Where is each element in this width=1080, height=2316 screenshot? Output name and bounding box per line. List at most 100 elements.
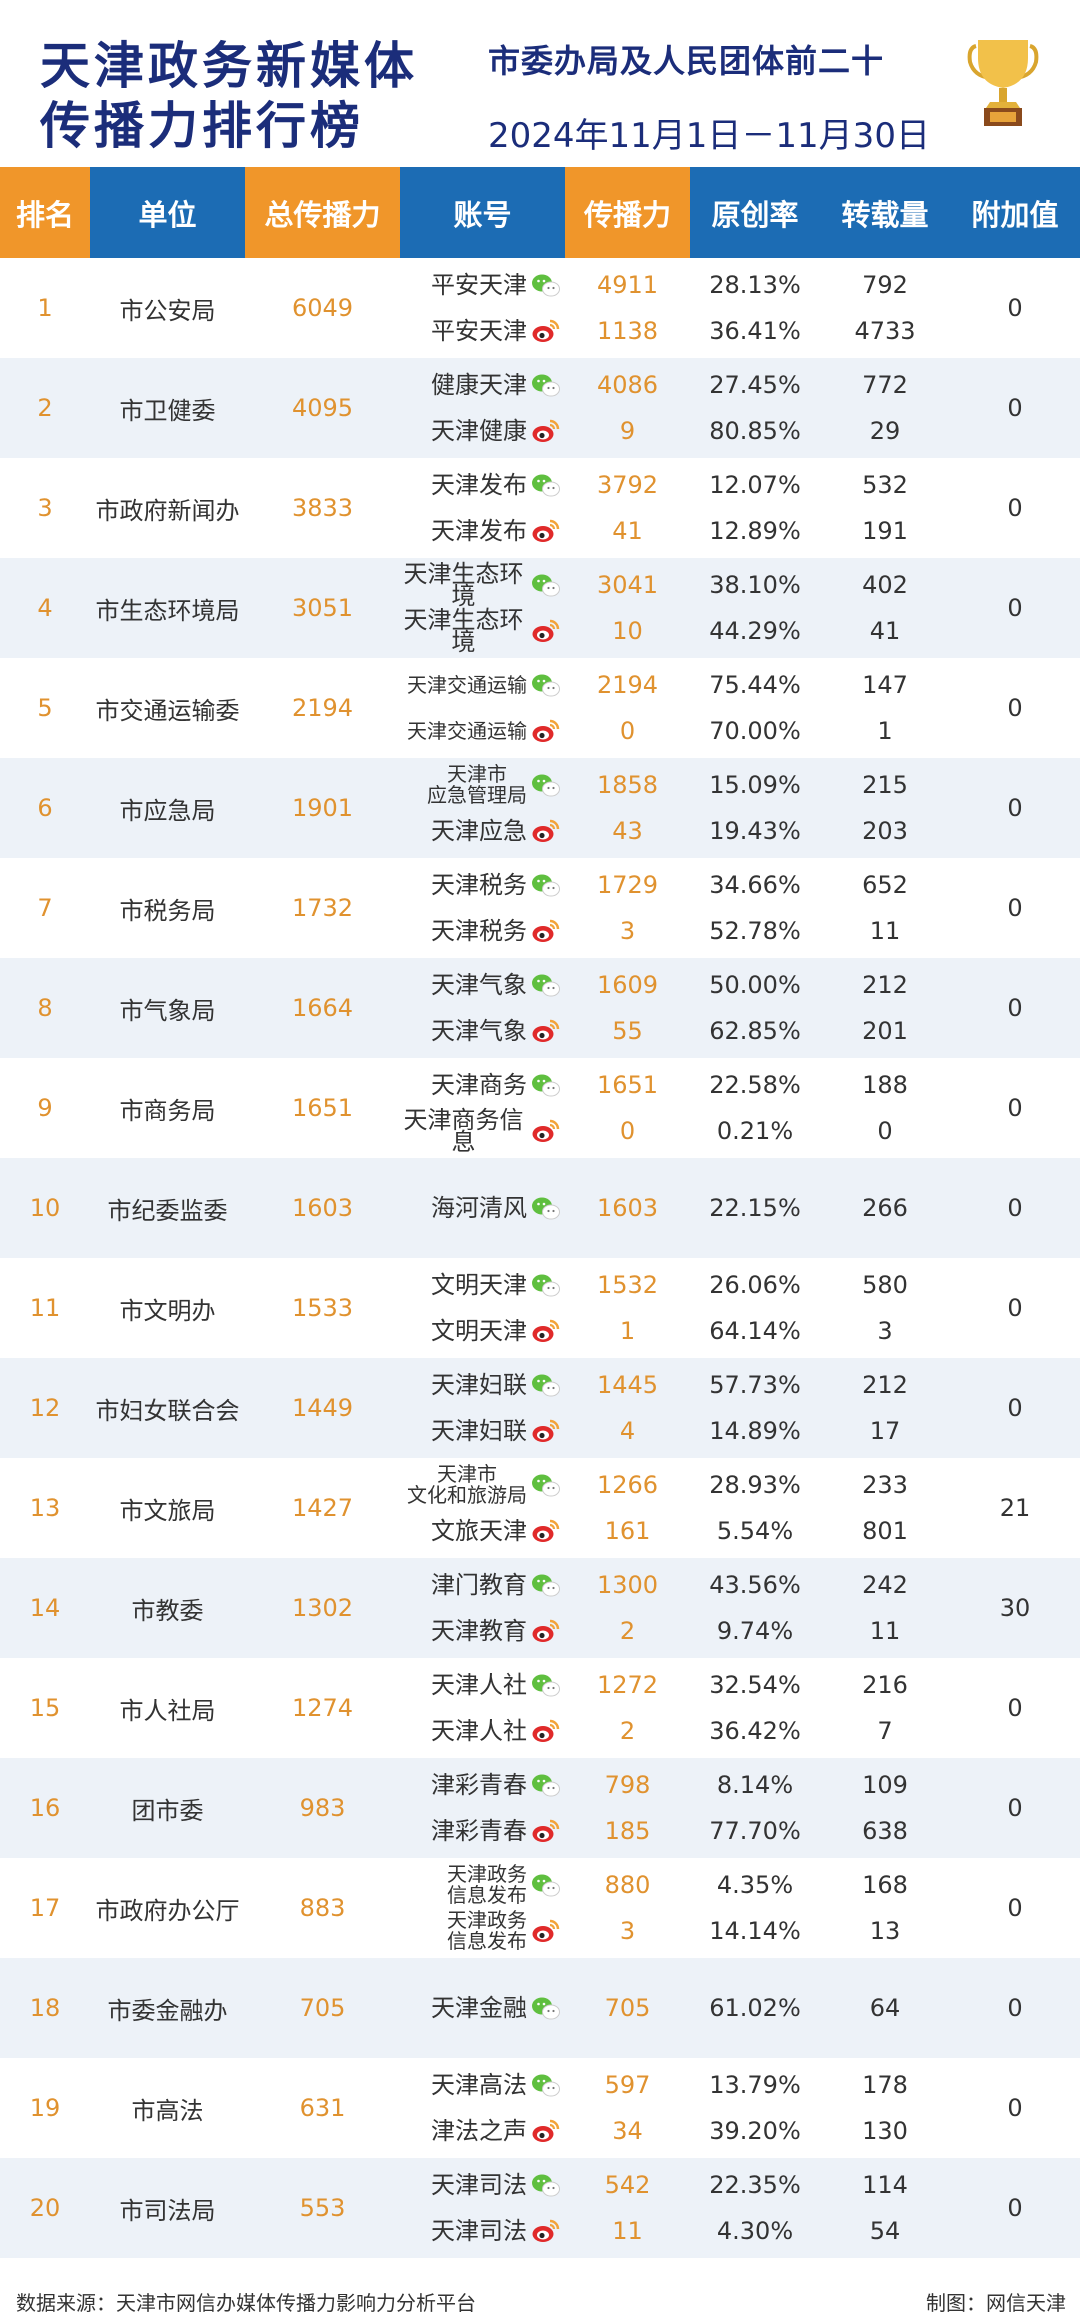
account-weibo: 天津交通运输 xyxy=(400,710,565,752)
accounts: 天津税务 天津税务 xyxy=(400,864,565,952)
account-power: 11 xyxy=(612,2217,643,2245)
repost-count: 4733 xyxy=(854,317,916,345)
account-name: 天津司法 xyxy=(431,2217,527,2245)
rank: 15 xyxy=(29,1694,61,1722)
account-name: 津彩青春 xyxy=(431,1817,527,1845)
unit-name: 市高法 xyxy=(131,2096,204,2125)
account-name: 文明天津 xyxy=(431,1271,527,1299)
account-power: 2194 xyxy=(596,671,659,699)
wechat-icon xyxy=(531,572,561,598)
repost-count: 580 xyxy=(862,1271,908,1299)
account-name: 天津交通运输 xyxy=(407,718,527,743)
table-row: 13 市文旅局 1427 天津市 文化和旅游局 文旅天津 1266 161 28.93% 5.5… xyxy=(0,1458,1080,1558)
wechat-icon xyxy=(531,272,561,298)
unit-name: 市委金融办 xyxy=(107,1996,228,2025)
table-row: 7 市税务局 1732 天津税务 天津税务 1729 3 34.66% 52.78% 652 11 0 xyxy=(0,858,1080,958)
account-name: 津彩青春 xyxy=(431,1771,527,1799)
account-power: 3792 xyxy=(596,471,659,499)
rank: 12 xyxy=(29,1394,61,1422)
account-power: 880 xyxy=(604,1871,651,1899)
weibo-icon xyxy=(531,1418,561,1444)
original-rate: 14.89% xyxy=(709,1417,801,1445)
original-rate: 22.35% xyxy=(709,2171,801,2199)
original-rate: 61.02% xyxy=(709,1994,801,2022)
accounts: 天津生态环境 天津生态环境 xyxy=(400,562,565,654)
rank: 10 xyxy=(29,1194,61,1222)
col-rank: 排名 xyxy=(0,167,90,258)
repost-count: 188 xyxy=(862,1071,908,1099)
extra-value: 21 xyxy=(999,1494,1031,1522)
account-weibo: 天津应急 xyxy=(400,810,565,852)
accounts: 津门教育 天津教育 xyxy=(400,1564,565,1652)
wechat-icon xyxy=(531,472,561,498)
extra-value: 0 xyxy=(1007,1894,1023,1922)
repost-count: 191 xyxy=(862,517,908,545)
weibo-icon xyxy=(531,1518,561,1544)
wechat-icon xyxy=(531,1372,561,1398)
extra-value: 0 xyxy=(1007,2094,1023,2122)
account-power: 185 xyxy=(604,1817,651,1845)
account-wechat: 天津市 文化和旅游局 xyxy=(400,1464,565,1506)
account-name: 天津高法 xyxy=(431,2071,527,2099)
wechat-icon xyxy=(531,1472,561,1498)
account-weibo: 平安天津 xyxy=(400,310,565,352)
accounts: 天津商务 天津商务信息 xyxy=(400,1064,565,1156)
total-power: 1449 xyxy=(291,1394,354,1422)
original-rate: 36.41% xyxy=(709,317,801,345)
wechat-icon xyxy=(531,1672,561,1698)
extra-value: 0 xyxy=(1007,1694,1023,1722)
original-rate: 44.29% xyxy=(709,617,801,645)
original-rate: 28.93% xyxy=(709,1471,801,1499)
table-row: 12 市妇女联合会 1449 天津妇联 天津妇联 1445 4 57.73% 14.89% 212… xyxy=(0,1358,1080,1458)
accounts: 天津发布 天津发布 xyxy=(400,464,565,552)
account-wechat: 天津政务 信息发布 xyxy=(400,1864,565,1906)
extra-value: 30 xyxy=(999,1594,1031,1622)
credit: 制图：网信天津 xyxy=(926,2291,1066,2315)
account-name: 天津政务 信息发布 xyxy=(447,1908,527,1953)
account-name: 海河清风 xyxy=(431,1194,527,1222)
total-power: 4095 xyxy=(291,394,354,422)
extra-value: 0 xyxy=(1007,594,1023,622)
account-wechat: 天津气象 xyxy=(400,964,565,1006)
extra-value: 0 xyxy=(1007,494,1023,522)
original-rate: 26.06% xyxy=(709,1271,801,1299)
account-name: 天津应急 xyxy=(431,817,527,845)
account-power: 43 xyxy=(612,817,643,845)
account-weibo: 文明天津 xyxy=(400,1310,565,1352)
repost-count: 266 xyxy=(862,1194,908,1222)
account-power: 1609 xyxy=(596,971,659,999)
original-rate: 50.00% xyxy=(709,971,801,999)
weibo-icon xyxy=(531,1018,561,1044)
account-wechat: 天津妇联 xyxy=(400,1364,565,1406)
col-original-rate: 原创率 xyxy=(690,167,820,258)
account-weibo: 天津发布 xyxy=(400,510,565,552)
account-power: 1 xyxy=(619,1317,636,1345)
account-weibo: 津法之声 xyxy=(400,2110,565,2152)
account-weibo: 天津人社 xyxy=(400,1710,565,1752)
total-power: 3051 xyxy=(291,594,354,622)
rank: 7 xyxy=(37,894,53,922)
total-power: 1664 xyxy=(291,994,354,1022)
account-power: 2 xyxy=(619,1617,636,1645)
account-name: 天津市 文化和旅游局 xyxy=(407,1462,527,1507)
ranking-table: 1 市公安局 6049 平安天津 平安天津 4911 1138 28.13% 36.41% 792… xyxy=(0,258,1080,2258)
wechat-icon xyxy=(531,372,561,398)
table-row: 4 市生态环境局 3051 天津生态环境 天津生态环境 3041 10 38.10% 44.29… xyxy=(0,558,1080,658)
repost-count: 11 xyxy=(869,1617,901,1645)
account-name: 天津人社 xyxy=(431,1671,527,1699)
wechat-icon xyxy=(531,972,561,998)
account-name: 天津商务信息 xyxy=(403,1106,524,1156)
table-row: 15 市人社局 1274 天津人社 天津人社 1272 2 32.54% 36.42% 216 7 0 xyxy=(0,1658,1080,1758)
unit-name: 市司法局 xyxy=(119,2196,216,2225)
account-name: 天津司法 xyxy=(431,2171,527,2199)
account-wechat: 天津发布 xyxy=(400,464,565,506)
original-rate: 12.89% xyxy=(709,517,801,545)
total-power: 983 xyxy=(299,1794,346,1822)
account-power: 1138 xyxy=(596,317,659,345)
original-rate: 36.42% xyxy=(709,1717,801,1745)
unit-name: 市教委 xyxy=(131,1596,204,1625)
rank: 19 xyxy=(29,2094,61,2122)
account-name: 平安天津 xyxy=(431,317,527,345)
account-power: 1272 xyxy=(596,1671,659,1699)
unit-name: 市妇女联合会 xyxy=(95,1396,240,1425)
